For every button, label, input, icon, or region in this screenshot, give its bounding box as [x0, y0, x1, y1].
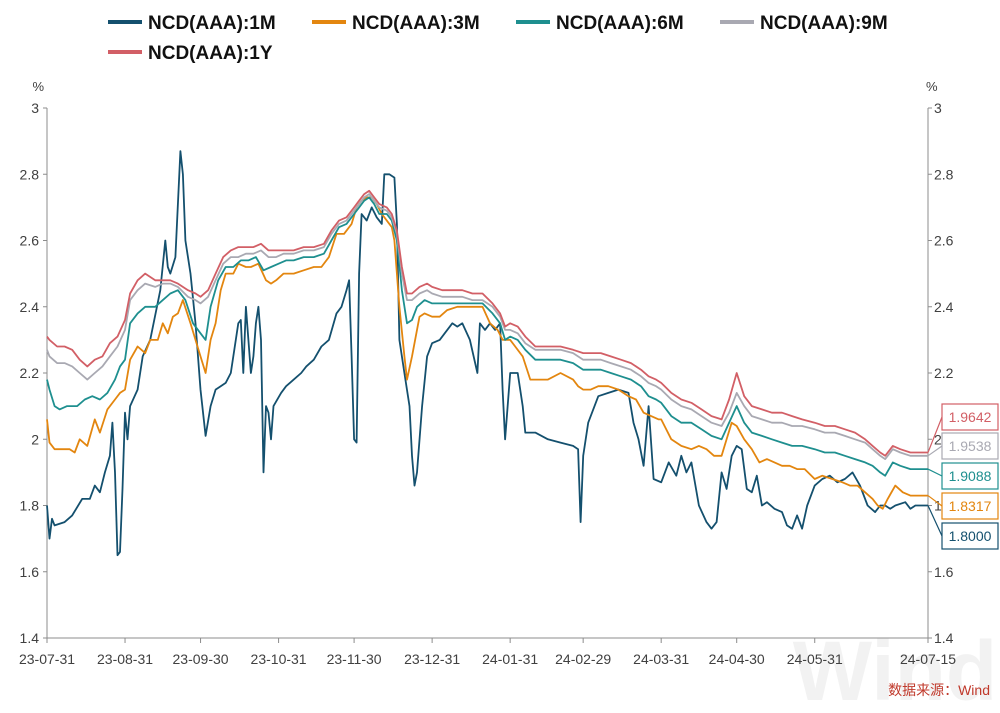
end-label-value: 1.8317	[949, 498, 992, 514]
y-tick-label-left: 2.4	[20, 299, 40, 315]
chart-axes: %%1.41.41.61.61.81.8222.22.22.42.42.62.6…	[19, 79, 956, 667]
y-tick-label-right: 2.4	[934, 299, 954, 315]
y-tick-label-left: 2.8	[20, 166, 40, 182]
x-tick-label: 23-11-30	[327, 651, 382, 667]
y-axis-left-unit: %	[32, 79, 44, 94]
series-line-2	[46, 196, 928, 510]
plot-area	[46, 150, 928, 557]
x-tick-label: 23-10-31	[251, 651, 307, 667]
legend-label-5: NCD(AAA):1Y	[148, 43, 273, 64]
x-tick-label: 24-07-15	[900, 651, 956, 667]
y-tick-label-left: 3	[31, 100, 39, 116]
y-tick-label-left: 1.6	[20, 564, 40, 580]
legend-label-1: NCD(AAA):1M	[148, 13, 276, 34]
chart-legend: NCD(AAA):1M NCD(AAA):3M NCD(AAA):6M NCD(AAA…	[108, 13, 888, 64]
y-tick-label-left: 1.4	[20, 630, 40, 646]
y-tick-label-left: 2.6	[20, 233, 40, 249]
y-tick-label-right: 2.2	[934, 365, 954, 381]
y-tick-label-right: 2	[934, 431, 942, 447]
series-line-3	[46, 196, 928, 477]
end-label-leader	[927, 468, 943, 477]
end-label-box	[941, 403, 999, 431]
wind-watermark: Wind	[793, 624, 998, 708]
end-label-leader	[927, 495, 943, 507]
end-label-box	[941, 492, 999, 520]
y-tick-label-left: 2.2	[20, 365, 40, 381]
legend-label-4: NCD(AAA):9M	[760, 13, 888, 34]
x-tick-label: 24-01-31	[482, 651, 538, 667]
y-axis-right-unit: %	[926, 79, 938, 94]
end-value-labels: 1.8000 1.8317 1.9088 1.9538 1.9642	[927, 403, 999, 550]
series-line-4	[46, 193, 928, 460]
x-tick-label: 24-04-30	[709, 651, 765, 667]
end-label-value: 1.9088	[949, 468, 992, 484]
y-tick-label-right: 2.6	[934, 233, 954, 249]
end-label-value: 1.9642	[949, 409, 992, 425]
y-tick-label-left: 1.8	[20, 498, 40, 514]
end-label-box	[941, 462, 999, 490]
y-tick-label-right: 1.6	[934, 564, 954, 580]
x-tick-label: 24-05-31	[787, 651, 843, 667]
x-tick-label: 24-03-31	[633, 651, 689, 667]
end-label-leader	[927, 416, 943, 453]
x-tick-label: 23-09-30	[173, 651, 229, 667]
end-label-value: 1.9538	[949, 438, 992, 454]
end-label-leader	[927, 505, 943, 537]
y-tick-label-right: 2.8	[934, 166, 954, 182]
legend-label-2: NCD(AAA):3M	[352, 13, 480, 34]
source-note: 数据来源：Wind	[888, 682, 990, 698]
end-label-value: 1.8000	[949, 528, 992, 544]
end-label-box	[941, 432, 999, 460]
x-tick-label: 23-12-31	[404, 651, 460, 667]
series-line-1	[46, 150, 928, 557]
x-tick-label: 23-07-31	[19, 651, 75, 667]
x-tick-label: 23-08-31	[97, 651, 153, 667]
x-tick-label: 24-02-29	[555, 651, 611, 667]
series-line-5	[46, 189, 928, 457]
legend-label-3: NCD(AAA):6M	[556, 13, 684, 34]
end-label-box	[941, 522, 999, 550]
y-tick-label-left: 2	[31, 431, 39, 447]
y-tick-label-right: 3	[934, 100, 942, 116]
end-label-leader	[927, 445, 943, 457]
y-tick-label-right: 1.4	[934, 630, 954, 646]
